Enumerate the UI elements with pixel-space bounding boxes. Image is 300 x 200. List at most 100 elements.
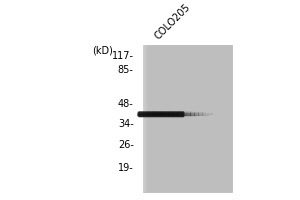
Bar — [147, 115, 149, 116]
Bar — [184, 116, 185, 117]
Bar — [166, 115, 167, 116]
Bar — [141, 111, 142, 112]
Bar — [142, 45, 147, 192]
Bar — [145, 116, 146, 117]
Bar — [176, 116, 178, 117]
Bar — [172, 115, 174, 116]
FancyBboxPatch shape — [138, 111, 184, 117]
Bar — [141, 114, 142, 115]
Text: 19-: 19- — [118, 163, 134, 173]
Bar — [171, 115, 172, 116]
Bar — [180, 111, 182, 112]
Bar — [159, 113, 160, 114]
Bar — [164, 112, 166, 113]
Bar — [171, 115, 172, 116]
Bar — [141, 112, 142, 113]
Bar — [180, 113, 182, 114]
Bar — [200, 115, 201, 116]
Bar — [178, 111, 180, 112]
Bar — [178, 113, 180, 114]
Bar — [197, 113, 199, 114]
Bar — [175, 115, 176, 116]
Bar — [142, 45, 144, 192]
Bar — [189, 114, 191, 115]
Bar — [178, 115, 180, 116]
Bar — [194, 115, 196, 116]
Bar — [146, 115, 147, 116]
Bar — [201, 113, 202, 114]
Bar — [198, 112, 200, 113]
Bar — [152, 115, 154, 116]
Bar — [204, 113, 205, 114]
Bar — [146, 113, 147, 114]
Bar — [176, 114, 178, 115]
Bar — [162, 112, 163, 113]
Bar — [188, 115, 189, 116]
Bar — [200, 114, 201, 115]
Bar — [136, 114, 138, 115]
Bar — [202, 115, 204, 116]
Bar — [154, 115, 155, 116]
Bar — [188, 114, 189, 115]
Bar — [189, 115, 191, 116]
Bar — [141, 116, 142, 117]
Bar — [151, 114, 153, 115]
Bar — [201, 114, 202, 115]
Bar — [164, 115, 166, 116]
Bar — [167, 116, 168, 117]
Bar — [171, 116, 172, 117]
Bar — [172, 114, 174, 115]
Bar — [143, 111, 145, 112]
Bar — [184, 113, 185, 114]
Bar — [159, 111, 160, 112]
Bar — [156, 113, 158, 114]
Bar — [181, 115, 183, 116]
Bar — [150, 114, 151, 115]
Bar — [139, 114, 141, 115]
Bar — [167, 115, 168, 116]
Bar — [160, 114, 162, 115]
Bar — [193, 114, 195, 115]
Bar — [162, 114, 163, 115]
Bar — [189, 115, 191, 116]
Bar — [141, 115, 142, 116]
Text: 48-: 48- — [118, 99, 134, 109]
Bar — [142, 115, 143, 116]
Bar — [168, 116, 170, 117]
Bar — [145, 115, 146, 116]
Bar — [173, 115, 175, 116]
Bar — [139, 116, 141, 117]
Bar — [166, 113, 167, 114]
Bar — [143, 114, 145, 115]
Bar — [202, 113, 204, 114]
Bar — [136, 113, 138, 114]
Bar — [192, 115, 193, 116]
Bar — [204, 115, 205, 116]
Bar — [193, 116, 195, 117]
Bar — [205, 112, 206, 113]
Bar — [147, 112, 149, 113]
Bar — [156, 114, 158, 115]
Bar — [190, 114, 192, 115]
Bar — [200, 115, 201, 116]
Bar — [202, 112, 204, 113]
Bar — [162, 115, 163, 116]
Bar — [139, 115, 141, 116]
Bar — [138, 113, 140, 114]
Bar — [163, 111, 164, 112]
Bar — [188, 113, 189, 114]
Bar — [194, 114, 196, 115]
Bar — [198, 115, 200, 116]
Bar — [206, 115, 208, 116]
Bar — [185, 112, 187, 113]
Bar — [183, 115, 184, 116]
Bar — [158, 115, 159, 116]
Bar — [159, 115, 160, 116]
Bar — [138, 115, 140, 116]
Bar — [206, 114, 208, 115]
Bar — [163, 112, 164, 113]
Bar — [189, 116, 191, 117]
Bar — [181, 112, 183, 113]
Bar — [208, 115, 209, 116]
Bar — [159, 114, 160, 115]
